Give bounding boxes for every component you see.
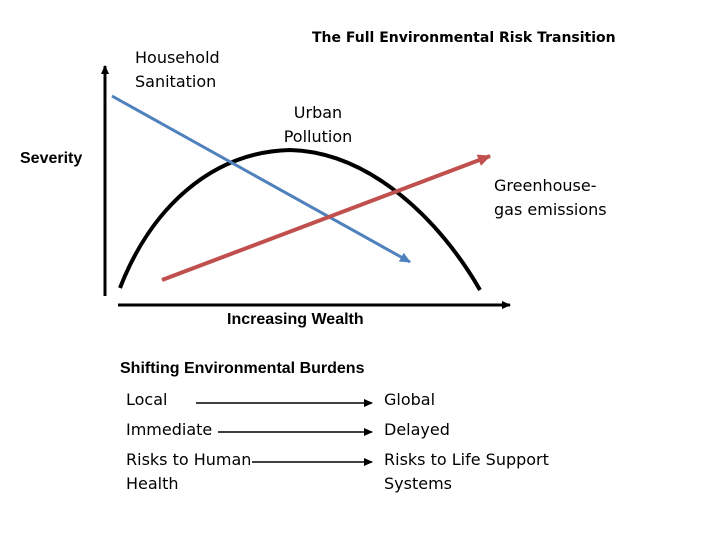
greenhouse-label-line-2: gas emissions — [494, 200, 607, 219]
y-axis-label: Severity — [20, 150, 83, 167]
household-label-line-1: Household — [135, 48, 220, 67]
burden-to-text: Global — [384, 390, 436, 409]
burden-to-delayed: Delayed — [384, 418, 450, 442]
greenhouse-emissions-label: Greenhouse- gas emissions — [494, 174, 607, 222]
greenhouse-emissions-line — [161, 154, 491, 282]
burden-to-text: Systems — [384, 474, 452, 493]
burdens-heading: Shifting Environmental Burdens — [120, 360, 365, 377]
burden-to-global: Global — [384, 388, 435, 412]
burden-from-text: Health — [126, 474, 179, 493]
household-label-line-2: Sanitation — [135, 72, 217, 91]
urban-label-line-2: Pollution — [283, 127, 353, 146]
x-axis-label: Increasing Wealth — [227, 311, 364, 328]
burden-from-human-health: Risks to Human Health — [126, 448, 251, 496]
burden-to-text: Risks to Life Support — [384, 450, 549, 469]
burden-from-text: Local — [126, 390, 168, 409]
urban-pollution-curve — [118, 147, 482, 291]
greenhouse-label-line-1: Greenhouse- — [494, 176, 597, 195]
household-sanitation-line — [111, 94, 411, 264]
household-sanitation-label: Household Sanitation — [135, 46, 220, 94]
burden-from-text: Immediate — [126, 420, 213, 439]
burden-from-text: Risks to Human — [126, 450, 252, 469]
urban-label-line-1: Urban — [293, 103, 343, 122]
diagram-title: The Full Environmental Risk Transition — [312, 30, 616, 46]
burden-to-life-support: Risks to Life Support Systems — [384, 448, 549, 496]
urban-pollution-label: Urban Pollution — [283, 101, 353, 149]
burden-from-immediate: Immediate — [126, 418, 212, 442]
burden-to-text: Delayed — [384, 420, 450, 439]
burden-from-local: Local — [126, 388, 167, 412]
